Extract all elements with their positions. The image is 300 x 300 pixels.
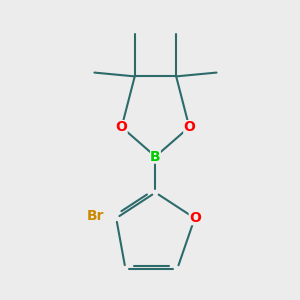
Text: B: B (150, 149, 161, 164)
Text: O: O (189, 211, 201, 225)
Text: Br: Br (87, 209, 104, 223)
Text: O: O (116, 120, 127, 134)
Text: O: O (183, 120, 195, 134)
